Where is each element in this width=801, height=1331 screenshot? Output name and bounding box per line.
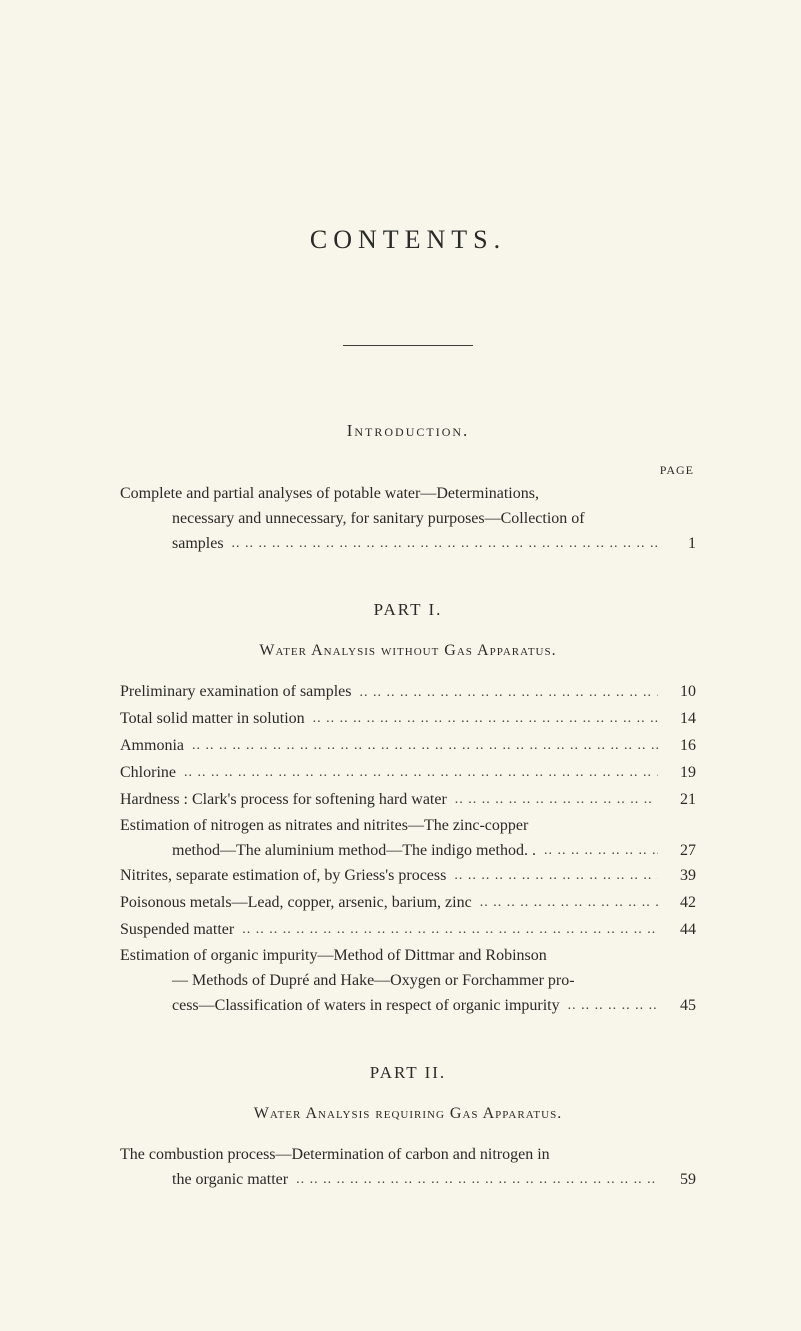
toc-line: — Methods of Dupré and Hake—Oxygen or Fo…	[120, 969, 696, 994]
toc-entry: Preliminary examination of samples 10	[120, 680, 696, 705]
toc-page: 44	[666, 918, 696, 943]
toc-entry-multiline: Estimation of organic impurity—Method of…	[120, 944, 696, 1018]
part-2-subheading: Water Analysis requiring Gas Apparatus.	[120, 1105, 696, 1123]
toc-text: Suspended matter	[120, 918, 234, 943]
leader-dots	[184, 743, 666, 759]
toc-entry: Chlorine 19	[120, 761, 696, 786]
leader-dots	[560, 1003, 666, 1019]
toc-line: Estimation of nitrogen as nitrates and n…	[120, 814, 696, 839]
horizontal-rule	[343, 345, 473, 346]
toc-entry-multiline: Estimation of nitrogen as nitrates and n…	[120, 814, 696, 864]
part-1-subheading: Water Analysis without Gas Apparatus.	[120, 642, 696, 660]
toc-text: Ammonia	[120, 734, 184, 759]
toc-page: 39	[666, 864, 696, 889]
toc-entry: Poisonous metals—Lead, copper, arsenic, …	[120, 891, 696, 916]
page-column-label: PAGE	[120, 463, 696, 478]
toc-line-last: method—The aluminium method—The indigo m…	[120, 839, 536, 864]
toc-page: 42	[666, 891, 696, 916]
toc-entry: Suspended matter 44	[120, 918, 696, 943]
toc-line: Estimation of organic impurity—Method of…	[120, 944, 696, 969]
leader-dots	[352, 689, 667, 705]
toc-page: 45	[666, 994, 696, 1019]
intro-line-last: samples	[120, 532, 224, 557]
leader-dots	[224, 540, 666, 556]
toc-page: 16	[666, 734, 696, 759]
toc-text: Chlorine	[120, 761, 176, 786]
toc-entry: Total solid matter in solution 14	[120, 707, 696, 732]
toc-page: 27	[666, 839, 696, 864]
part-1-heading: PART I.	[120, 600, 696, 620]
intro-heading: Introduction.	[120, 421, 696, 441]
toc-text: Hardness : Clark's process for softening…	[120, 788, 447, 813]
toc-entry: Nitrites, separate estimation of, by Gri…	[120, 864, 696, 889]
leader-dots	[446, 873, 666, 889]
toc-line-last: the organic matter	[120, 1168, 288, 1193]
toc-page: 21	[666, 788, 696, 813]
toc-page: 10	[666, 680, 696, 705]
intro-page-number: 1	[666, 532, 696, 557]
intro-entry: Complete and partial analyses of potable…	[120, 482, 696, 556]
toc-text: Total solid matter in solution	[120, 707, 305, 732]
leader-dots	[234, 926, 666, 942]
toc-text: Preliminary examination of samples	[120, 680, 352, 705]
leader-dots	[305, 716, 666, 732]
toc-entry-multiline: The combustion process—Determination of …	[120, 1143, 696, 1193]
leader-dots	[288, 1176, 666, 1192]
toc-text: Nitrites, separate estimation of, by Gri…	[120, 864, 446, 889]
toc-text: Poisonous metals—Lead, copper, arsenic, …	[120, 891, 472, 916]
toc-page: 59	[666, 1168, 696, 1193]
intro-line-2: necessary and unnecessary, for sanitary …	[120, 507, 696, 532]
toc-page: 19	[666, 761, 696, 786]
toc-line-last: cess—Classification of waters in respect…	[120, 994, 560, 1019]
toc-line: The combustion process—Determination of …	[120, 1143, 696, 1168]
leader-dots	[176, 770, 666, 786]
intro-line-1: Complete and partial analyses of potable…	[120, 482, 696, 507]
leader-dots	[447, 796, 666, 812]
toc-entry: Hardness : Clark's process for softening…	[120, 788, 696, 813]
toc-entry: Ammonia 16	[120, 734, 696, 759]
part-2-heading: PART II.	[120, 1063, 696, 1083]
page: CONTENTS. Introduction. PAGE Complete an…	[0, 0, 801, 1252]
leader-dots	[472, 900, 666, 916]
leader-dots	[536, 848, 666, 864]
contents-title: CONTENTS.	[120, 225, 696, 255]
toc-page: 14	[666, 707, 696, 732]
